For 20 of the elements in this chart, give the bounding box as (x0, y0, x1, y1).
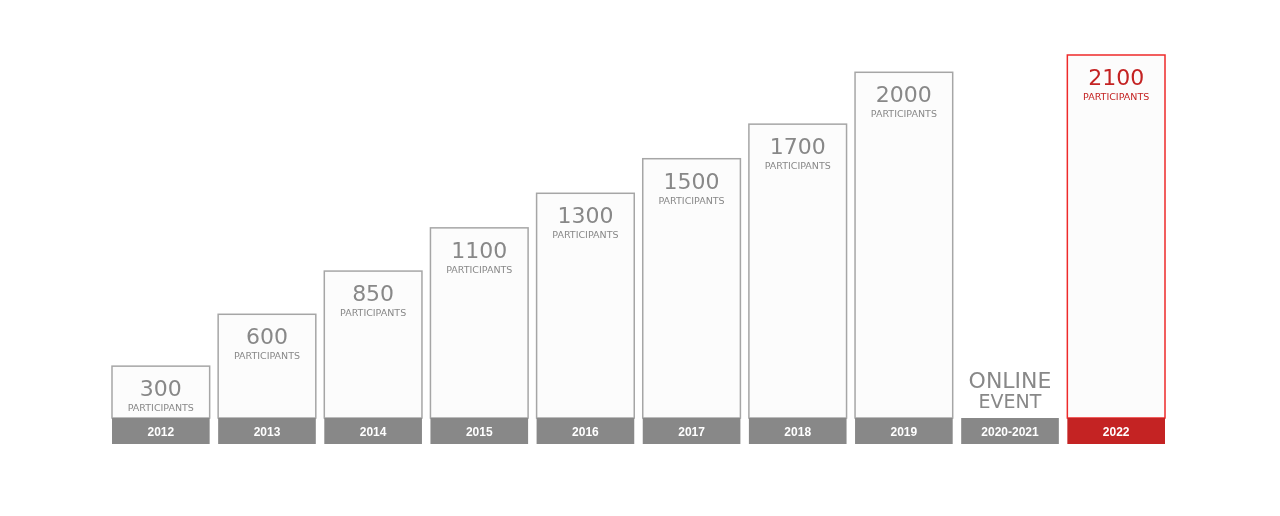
data-label: 1100 PARTICIPANTS (446, 237, 513, 275)
x-tick-label: 2016 (572, 425, 600, 439)
x-tick-label: 2018 (784, 425, 812, 439)
data-label: 2000 PARTICIPANTS (870, 82, 937, 120)
x-tick-label: 2020-2021 (981, 425, 1040, 439)
data-label: 1500 PARTICIPANTS (658, 168, 725, 206)
x-tick-label: 2019 (890, 425, 918, 439)
x-tick-label: 2022 (1102, 425, 1130, 439)
data-label: 850 PARTICIPANTS (340, 281, 407, 319)
x-tick-label: 2013 (253, 425, 281, 439)
text: ONLINE EVENT (968, 368, 1052, 412)
data-label: 1700 PARTICIPANTS (764, 134, 831, 172)
x-tick-label: 2012 (147, 425, 175, 439)
data-label: 2100 PARTICIPANTS (1083, 65, 1150, 102)
x-tick-label: 2017 (678, 425, 706, 439)
data-label: 600 PARTICIPANTS (233, 324, 301, 362)
data-label: 1300 PARTICIPANTS (552, 203, 619, 241)
x-tick-label: 2015 (465, 425, 493, 439)
x-tick-label: 2014 (359, 425, 387, 439)
data-label: 300 PARTICIPANTS (127, 376, 194, 414)
